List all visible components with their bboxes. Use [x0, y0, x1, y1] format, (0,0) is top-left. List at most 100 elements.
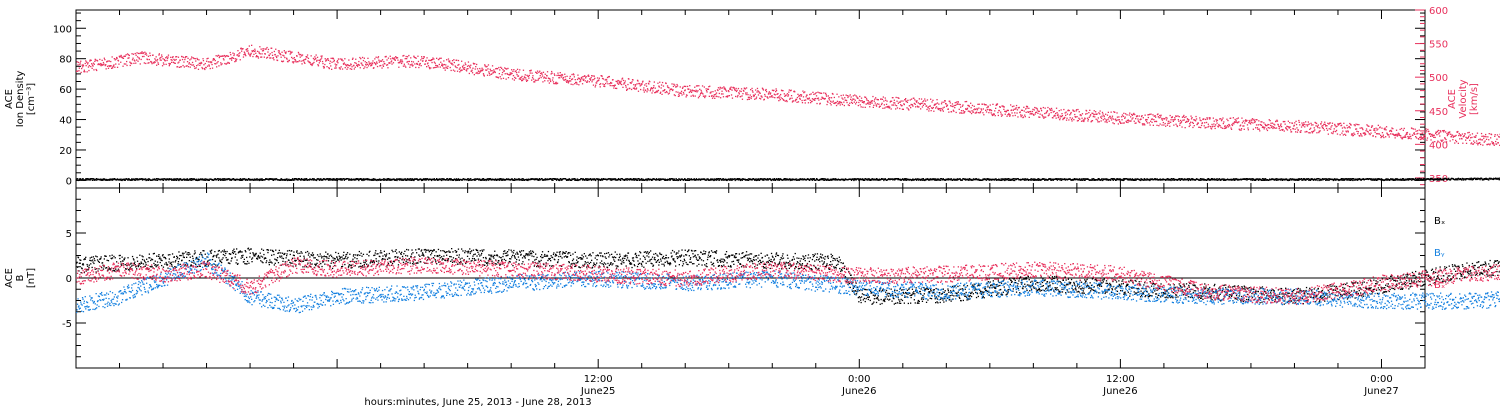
- data-point: [479, 178, 481, 180]
- data-point: [713, 179, 715, 181]
- data-point: [626, 178, 628, 180]
- data-point: [461, 179, 464, 181]
- data-point: [364, 66, 366, 68]
- right-y-tick-label: 400: [1429, 140, 1448, 151]
- data-point: [245, 55, 247, 57]
- data-point: [156, 58, 159, 61]
- data-point: [182, 56, 185, 58]
- data-point: [686, 179, 688, 181]
- data-point: [340, 178, 342, 180]
- data-point: [149, 178, 151, 181]
- data-point: [405, 178, 407, 180]
- data-point: [358, 64, 360, 66]
- data-point: [756, 178, 759, 180]
- data-point: [560, 178, 562, 180]
- data-point: [609, 179, 611, 181]
- data-point: [1279, 179, 1281, 181]
- data-point: [78, 70, 80, 72]
- data-point: [630, 179, 632, 181]
- y-tick-label: 100: [53, 24, 72, 35]
- data-point: [170, 178, 172, 180]
- data-point: [315, 57, 317, 60]
- data-point: [201, 62, 203, 64]
- data-point: [353, 68, 355, 70]
- data-point: [482, 178, 485, 180]
- data-point: [217, 61, 219, 63]
- data-point: [404, 178, 406, 180]
- data-point: [706, 178, 709, 180]
- data-point: [423, 178, 425, 180]
- data-point: [1131, 179, 1133, 181]
- data-point: [400, 59, 402, 61]
- data-point: [468, 179, 470, 181]
- data-point: [660, 179, 662, 181]
- data-point: [819, 179, 821, 181]
- data-point: [223, 54, 225, 57]
- data-point: [1119, 178, 1121, 180]
- data-point: [1201, 178, 1204, 180]
- data-point: [356, 178, 358, 180]
- data-point: [518, 179, 520, 181]
- data-point: [398, 178, 400, 180]
- data-point: [1025, 179, 1028, 181]
- data-point: [910, 179, 912, 181]
- data-point: [283, 179, 285, 181]
- data-point: [1128, 179, 1130, 181]
- data-point: [1122, 178, 1124, 180]
- data-point: [88, 69, 90, 72]
- data-point: [436, 178, 438, 180]
- data-point: [498, 179, 500, 181]
- data-point: [657, 179, 660, 181]
- data-point: [299, 56, 301, 58]
- data-point: [746, 179, 748, 181]
- data-point: [1082, 178, 1084, 180]
- data-point: [239, 52, 241, 54]
- data-point: [897, 178, 899, 180]
- data-point: [190, 58, 192, 60]
- data-point: [552, 179, 554, 181]
- data-point: [809, 179, 811, 181]
- data-point: [141, 52, 143, 54]
- data-point: [1121, 179, 1124, 181]
- data-point: [1149, 179, 1151, 181]
- data-point: [257, 56, 259, 58]
- data-point: [940, 178, 943, 180]
- data-point: [324, 58, 326, 60]
- data-point: [739, 178, 741, 180]
- data-point: [312, 178, 314, 180]
- data-point: [421, 179, 424, 181]
- data-point: [362, 179, 365, 181]
- data-point: [1215, 179, 1218, 181]
- data-point: [406, 179, 408, 181]
- data-point: [321, 57, 323, 59]
- data-point: [970, 178, 972, 181]
- data-point: [398, 66, 400, 68]
- data-point: [704, 178, 706, 180]
- data-point: [191, 178, 194, 180]
- data-point: [259, 178, 261, 180]
- data-point: [786, 178, 789, 180]
- data-point: [503, 178, 505, 181]
- data-point: [640, 179, 642, 181]
- data-point: [394, 59, 396, 61]
- data-point: [457, 179, 459, 181]
- data-point: [875, 178, 877, 181]
- data-point: [145, 52, 147, 54]
- data-point: [720, 178, 722, 180]
- data-point: [293, 61, 295, 63]
- data-point: [1192, 178, 1194, 180]
- data-point: [710, 179, 712, 181]
- data-point: [236, 58, 238, 60]
- data-point: [1281, 179, 1284, 181]
- data-point: [260, 179, 262, 181]
- data-point: [107, 60, 109, 62]
- data-point: [1291, 179, 1293, 181]
- data-point: [789, 178, 791, 180]
- data-point: [181, 56, 183, 58]
- y-tick-label: 40: [59, 116, 72, 127]
- data-point: [1294, 178, 1296, 181]
- data-point: [576, 178, 579, 180]
- data-point: [124, 179, 126, 181]
- data-point: [405, 179, 407, 181]
- data-point: [1021, 179, 1023, 181]
